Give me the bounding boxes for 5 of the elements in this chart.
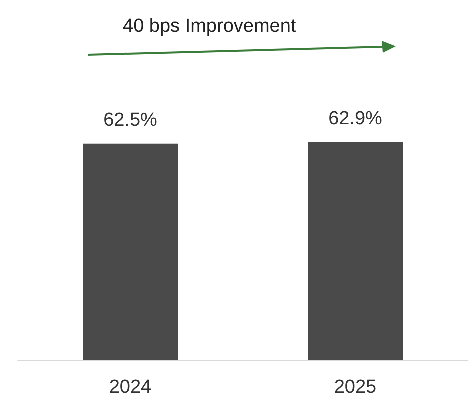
x-tick-label: 2024 — [109, 377, 152, 398]
data-label: 62.9% — [328, 108, 383, 130]
x-tick-label: 2025 — [334, 377, 377, 398]
text: 40 bps Improvement — [123, 16, 297, 37]
data-label: 62.5% — [104, 110, 158, 131]
